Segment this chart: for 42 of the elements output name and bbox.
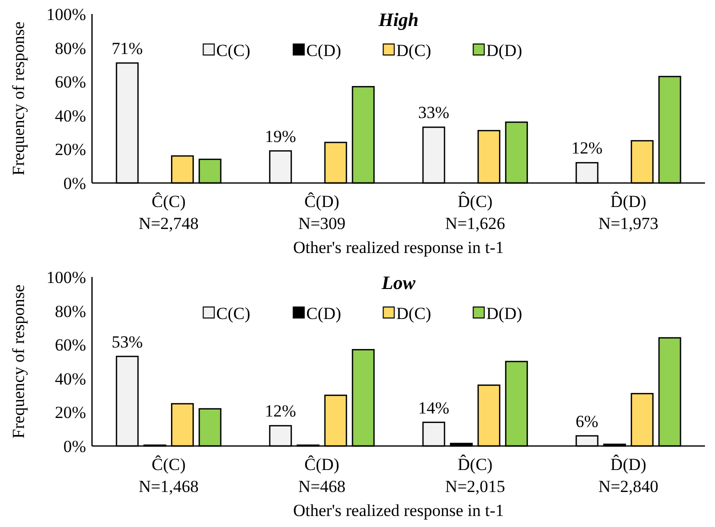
- y-tick-label: 80%: [54, 302, 86, 321]
- data-label: 14%: [418, 398, 450, 418]
- x-tick-label: Ĉ(C) N=1,468: [138, 455, 199, 496]
- legend-label: D(C): [396, 40, 432, 60]
- y-tick-label: 20%: [54, 403, 86, 422]
- x-tick-label: Ĉ(D) N=468: [298, 455, 346, 496]
- x-tick-label: D̂(D) N=2,840: [598, 454, 658, 496]
- y-tick-label: 60%: [54, 72, 86, 92]
- x-tick-label: D̂(C) N=2,015: [445, 454, 506, 496]
- data-label: 71%: [112, 39, 143, 58]
- data-label: 53%: [112, 332, 143, 352]
- legend-label: C(C): [216, 304, 250, 323]
- legend-label: C(D): [306, 40, 342, 60]
- data-label: 33%: [418, 103, 450, 122]
- data-label: 19%: [264, 126, 296, 146]
- data-label: 12%: [264, 402, 296, 421]
- legend-label: D(D): [486, 304, 522, 323]
- y-tick-label: 40%: [54, 369, 86, 388]
- y-tick-label: 0%: [63, 436, 86, 456]
- x-axis-title: Other's realized response in t-1: [293, 501, 504, 520]
- y-axis-title: Frequency of response: [9, 284, 28, 438]
- data-label: 12%: [571, 138, 603, 158]
- y-tick-label: 80%: [54, 38, 86, 58]
- legend-label: D(C): [396, 304, 432, 323]
- y-tick-label: 60%: [54, 336, 86, 355]
- x-tick-label: D̂(D) N=1,973: [598, 192, 658, 233]
- x-tick-label: Ĉ(D) N=309: [298, 192, 346, 233]
- y-tick-label: 20%: [54, 140, 86, 160]
- chart-title: High: [377, 10, 419, 31]
- legend-label: D(D): [486, 40, 522, 60]
- y-axis-title: Frequency of response: [9, 22, 28, 176]
- y-tick-label: 0%: [63, 174, 86, 193]
- y-tick-label: 40%: [54, 106, 86, 126]
- data-label: 6%: [576, 412, 598, 431]
- y-tick-label: 100%: [46, 268, 86, 287]
- legend-label: C(D): [306, 304, 342, 323]
- chart-title: Low: [380, 273, 416, 294]
- x-axis-title: Other's realized response in t-1: [293, 238, 504, 257]
- x-tick-label: D̂(C) N=1,626: [445, 192, 506, 233]
- y-tick-label: 100%: [46, 4, 86, 24]
- legend-label: C(C): [216, 40, 250, 60]
- x-tick-label: Ĉ(C) N=2,748: [138, 192, 199, 233]
